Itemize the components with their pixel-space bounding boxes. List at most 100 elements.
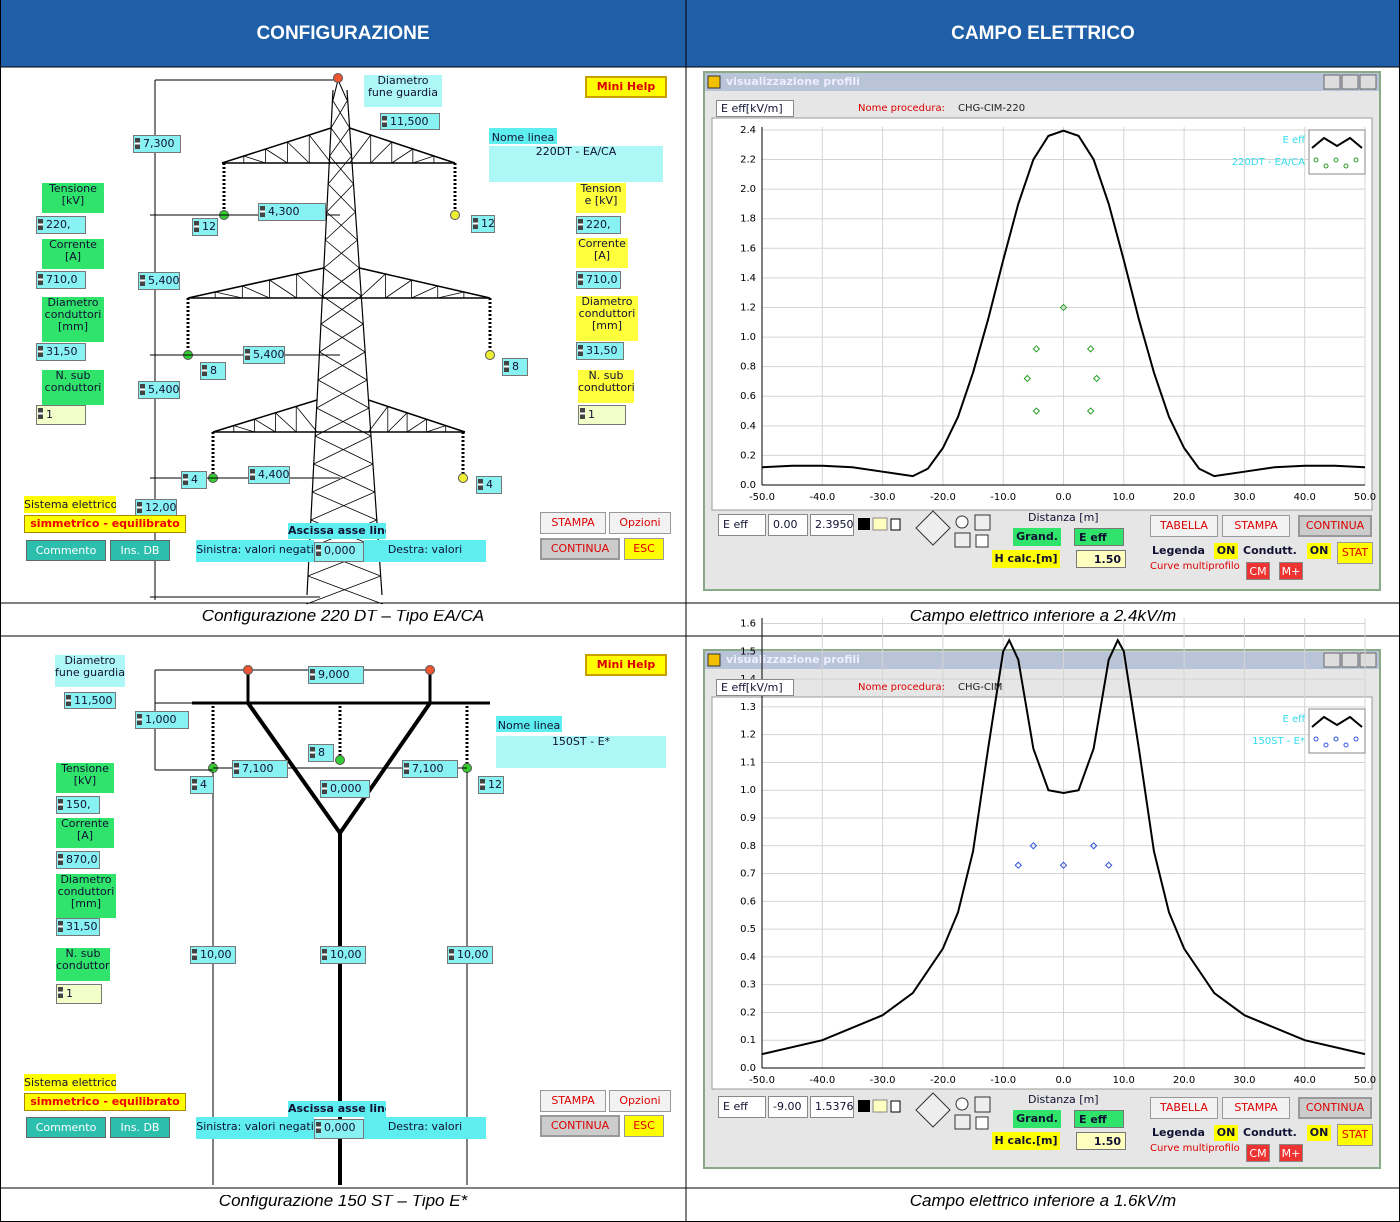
config-field: Tensione [kV] [56, 763, 114, 793]
legend-curve: E eff [1282, 135, 1306, 146]
config-field[interactable]: Ins. DB [110, 540, 170, 561]
header-cell: CAMPO ELETTRICO [951, 23, 1135, 44]
config-field[interactable]: CONTINUA [540, 1115, 620, 1137]
config-field: 0,000 [314, 542, 364, 562]
control[interactable]: ON [1307, 543, 1331, 559]
config-field: 0,000 [314, 1119, 364, 1139]
control[interactable]: STAT [1337, 1124, 1373, 1146]
config-field: Sinistra: valori negati [196, 540, 314, 562]
legend-marker [1323, 742, 1329, 748]
config-field[interactable]: Mini Help [585, 76, 667, 98]
line [310, 491, 376, 521]
control[interactable]: TABELLA [1150, 1097, 1218, 1119]
header-cell: CONFIGURAZIONE [256, 23, 430, 44]
conductor-dot [458, 473, 468, 483]
config-field[interactable]: simmetrico - equilibrato [24, 515, 186, 533]
config-field[interactable]: ESC [624, 538, 664, 560]
line [306, 89, 334, 596]
line [330, 127, 352, 157]
control: E eff [1074, 528, 1124, 546]
checkbox [975, 1116, 989, 1130]
control[interactable]: ON [1214, 1125, 1238, 1141]
config-field[interactable]: simmetrico - equilibrato [24, 1093, 186, 1111]
x-tick-label: -20.0 [930, 1075, 956, 1086]
control[interactable]: STAMPA [1222, 1097, 1290, 1119]
control: E eff [718, 1096, 766, 1118]
tool-button [974, 1096, 991, 1113]
procedure-name: CHG-CIM-220 [958, 103, 1025, 114]
x-tick-label: 40.0 [1294, 492, 1316, 503]
conductor-marker [1059, 861, 1068, 869]
line [368, 406, 389, 433]
config-field: Nome linea [496, 716, 562, 732]
config-field: Ascissa asse linea [288, 1101, 386, 1117]
y-tick-label: 1.3 [740, 702, 756, 713]
config-field[interactable]: ESC [624, 1115, 664, 1137]
line [312, 463, 374, 493]
conductor-dot [333, 73, 343, 83]
control: Condutt. [1243, 544, 1297, 557]
y-tick-label: 1.5 [740, 646, 756, 657]
caption: Campo elettrico inferiore a 1.6kV/m [909, 1195, 1177, 1210]
config-field: 1 [578, 405, 626, 425]
control[interactable]: STAT [1337, 542, 1373, 564]
line [322, 267, 360, 297]
config-field: 7,100 [232, 760, 288, 778]
control[interactable]: CM [1246, 562, 1270, 580]
conductor-marker [1086, 407, 1095, 415]
config-field[interactable]: Ins. DB [110, 1117, 170, 1138]
config-field[interactable]: Opzioni [609, 1090, 671, 1112]
x-tick-label: -20.0 [930, 492, 956, 503]
config-field: 1 [36, 405, 86, 425]
config-field[interactable]: Commento [26, 540, 106, 561]
y-tick-label: 1.0 [740, 332, 756, 343]
config-field: Corrente [A] [576, 238, 628, 268]
config-field[interactable]: STAMPA [540, 1090, 606, 1112]
y-tick-label: 0.1 [740, 1035, 756, 1046]
x-tick-label: 30.0 [1233, 1075, 1255, 1086]
y-tick-label: 1.0 [740, 785, 756, 796]
config-field: 12 [478, 776, 504, 794]
control[interactable]: STAMPA [1222, 515, 1290, 537]
window-button [1341, 652, 1359, 668]
line [387, 412, 408, 433]
config-field: Sistema elettrico [24, 1074, 116, 1091]
config-field[interactable]: Mini Help [585, 654, 667, 676]
config-field: 1,000 [135, 711, 189, 729]
y-tick-label: 0.6 [740, 896, 756, 907]
checkbox [975, 534, 989, 548]
control[interactable]: TABELLA [1150, 515, 1218, 537]
config-field: Diametro conduttori [mm] [56, 874, 116, 918]
config-field: 11,500 [64, 692, 116, 709]
legend-series: 150ST - E* [1252, 736, 1305, 747]
config-field: 10,00 [447, 946, 493, 964]
config-field[interactable]: Commento [26, 1117, 106, 1138]
control[interactable]: CM [1246, 1144, 1270, 1162]
config-field: 12 [192, 218, 218, 236]
config-field: Sinistra: valori negati [196, 1117, 314, 1139]
config-field[interactable]: STAMPA [540, 512, 606, 534]
config-field: 9,000 [308, 666, 364, 684]
config-field[interactable]: Opzioni [609, 512, 671, 534]
swatch [872, 517, 888, 531]
config-field[interactable]: CONTINUA [540, 538, 620, 560]
control[interactable]: M+ [1279, 1144, 1303, 1162]
control[interactable]: CONTINUA [1298, 1097, 1372, 1119]
control[interactable]: M+ [1279, 562, 1303, 580]
line [296, 273, 325, 299]
line [325, 211, 356, 241]
config-field: 8 [502, 358, 528, 376]
control: Legenda [1152, 1126, 1205, 1139]
title-bar [705, 651, 1379, 669]
config-field: 150ST - E* [496, 736, 666, 768]
x-tick-label: -50.0 [749, 492, 775, 503]
line [437, 291, 464, 299]
control[interactable]: ON [1214, 543, 1238, 559]
legend-marker [1323, 163, 1329, 169]
control[interactable]: ON [1307, 1125, 1331, 1141]
config-field: 0,000 [320, 780, 370, 798]
config-field: Sistema elettrico [24, 496, 116, 513]
control[interactable]: CONTINUA [1298, 515, 1372, 537]
zoom-tool [955, 1097, 969, 1111]
y-tick-label: 0.4 [740, 952, 756, 963]
